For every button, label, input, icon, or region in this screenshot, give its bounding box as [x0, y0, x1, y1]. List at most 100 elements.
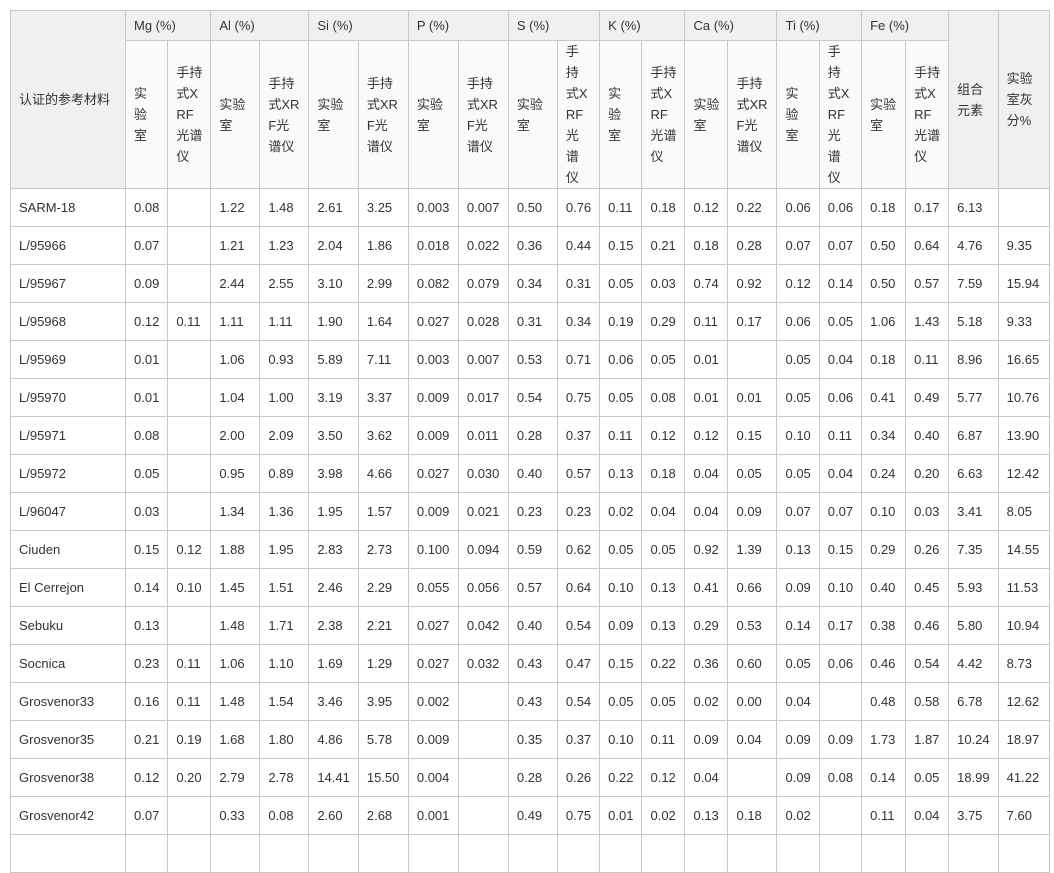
value-cell: 0.09: [776, 568, 820, 607]
value-cell: 0.18: [684, 226, 729, 265]
table-row: L/95970 0.01 1.04 1.00 3.19 3.37 0.009 0.017 0.5…: [10, 378, 1050, 417]
value-cell: 11.53: [997, 568, 1050, 607]
value-cell: 1.87: [905, 720, 950, 759]
value-cell: 0.14: [124, 568, 169, 607]
value-cell: 0.34: [507, 264, 558, 303]
value-cell: 0.20: [167, 758, 212, 797]
value-cell: 0.022: [457, 226, 509, 265]
value-cell: 0.12: [167, 530, 212, 569]
value-cell: 0.01: [684, 378, 729, 417]
value-cell: 18.99: [948, 758, 999, 797]
value-cell: 0.22: [641, 644, 686, 683]
value-cell: 0.10: [776, 416, 820, 455]
value-cell: 0.10: [167, 568, 212, 607]
value-cell: 0.09: [727, 492, 778, 531]
material-name: L/96047: [10, 492, 126, 531]
value-cell: 1.10: [259, 644, 310, 683]
value-cell: 0.36: [507, 226, 558, 265]
value-cell: 0.05: [776, 340, 820, 379]
value-cell: 7.59: [948, 264, 999, 303]
value-cell: 0.64: [905, 226, 950, 265]
value-cell: 0.11: [599, 416, 643, 455]
material-name: L/95972: [10, 454, 126, 493]
value-cell: 0.04: [818, 340, 863, 379]
value-cell: 0.53: [727, 606, 778, 645]
value-cell: 2.09: [259, 416, 310, 455]
value-cell: 0.14: [776, 606, 820, 645]
value-cell: 0.16: [124, 682, 169, 721]
header-lab: 实验室: [124, 40, 169, 189]
value-cell: [948, 834, 999, 873]
value-cell: 2.00: [210, 416, 261, 455]
value-cell: 0.004: [407, 758, 459, 797]
value-cell: [124, 834, 169, 873]
value-cell: 0.12: [641, 758, 686, 797]
value-cell: 0.027: [407, 454, 459, 493]
value-cell: 0.60: [727, 644, 778, 683]
table-body: SARM-18 0.08 1.22 1.48 2.61 3.25 0.003 0.007 0.5…: [10, 188, 1050, 873]
value-cell: 1.11: [259, 302, 310, 341]
value-cell: 0.14: [861, 758, 907, 797]
value-cell: 8.73: [997, 644, 1050, 683]
value-cell: 0.002: [407, 682, 459, 721]
value-cell: 0.01: [599, 796, 643, 835]
value-cell: 0.23: [556, 492, 601, 531]
value-cell: 0.05: [124, 454, 169, 493]
value-cell: 0.15: [727, 416, 778, 455]
value-cell: 0.021: [457, 492, 509, 531]
value-cell: 1.48: [210, 606, 261, 645]
value-cell: 0.05: [599, 530, 643, 569]
value-cell: 0.40: [507, 454, 558, 493]
value-cell: 0.02: [684, 682, 729, 721]
value-cell: 1.54: [259, 682, 310, 721]
table-row: Grosvenor42 0.07 0.33 0.08 2.60 2.68 0.001 0.49…: [10, 796, 1050, 835]
header-element: Fe (%): [861, 10, 950, 41]
value-cell: [457, 758, 509, 797]
value-cell: 0.54: [507, 378, 558, 417]
value-cell: [556, 834, 601, 873]
value-cell: [997, 188, 1050, 227]
value-cell: 0.34: [556, 302, 601, 341]
value-cell: 0.12: [641, 416, 686, 455]
value-cell: 0.007: [457, 188, 509, 227]
value-cell: 0.22: [599, 758, 643, 797]
value-cell: 0.13: [641, 606, 686, 645]
value-cell: 0.04: [727, 720, 778, 759]
value-cell: 0.54: [905, 644, 950, 683]
value-cell: 0.05: [818, 302, 863, 341]
value-cell: [599, 834, 643, 873]
value-cell: 0.03: [641, 264, 686, 303]
value-cell: 0.18: [727, 796, 778, 835]
value-cell: 0.04: [684, 454, 729, 493]
value-cell: 0.64: [556, 568, 601, 607]
value-cell: 0.41: [861, 378, 907, 417]
value-cell: 0.12: [776, 264, 820, 303]
value-cell: 1.51: [259, 568, 310, 607]
value-cell: 0.05: [776, 454, 820, 493]
value-cell: 0.89: [259, 454, 310, 493]
value-cell: 0.49: [905, 378, 950, 417]
value-cell: 2.38: [308, 606, 359, 645]
value-cell: 10.76: [997, 378, 1050, 417]
value-cell: 0.02: [776, 796, 820, 835]
value-cell: 2.83: [308, 530, 359, 569]
value-cell: 0.13: [684, 796, 729, 835]
value-cell: 0.027: [407, 606, 459, 645]
header-handheld-xrf: 手持式XRF光谱仪: [457, 40, 509, 189]
header-handheld-xrf: 手持式XRF光谱仪: [167, 40, 212, 189]
material-name: L/95971: [10, 416, 126, 455]
value-cell: 0.10: [818, 568, 863, 607]
value-cell: 0.33: [210, 796, 261, 835]
value-cell: 0.11: [167, 682, 212, 721]
value-cell: [818, 834, 863, 873]
value-cell: [407, 834, 459, 873]
value-cell: 0.01: [684, 340, 729, 379]
value-cell: [905, 834, 950, 873]
reference-materials-table: 认证的参考材料 Mg (%) Al (%) Si (%) P (%) S (%) K (%…: [10, 10, 1050, 873]
material-name: L/95968: [10, 302, 126, 341]
value-cell: 0.03: [905, 492, 950, 531]
value-cell: 0.12: [684, 188, 729, 227]
value-cell: 0.17: [905, 188, 950, 227]
value-cell: [997, 834, 1050, 873]
value-cell: 3.25: [357, 188, 409, 227]
